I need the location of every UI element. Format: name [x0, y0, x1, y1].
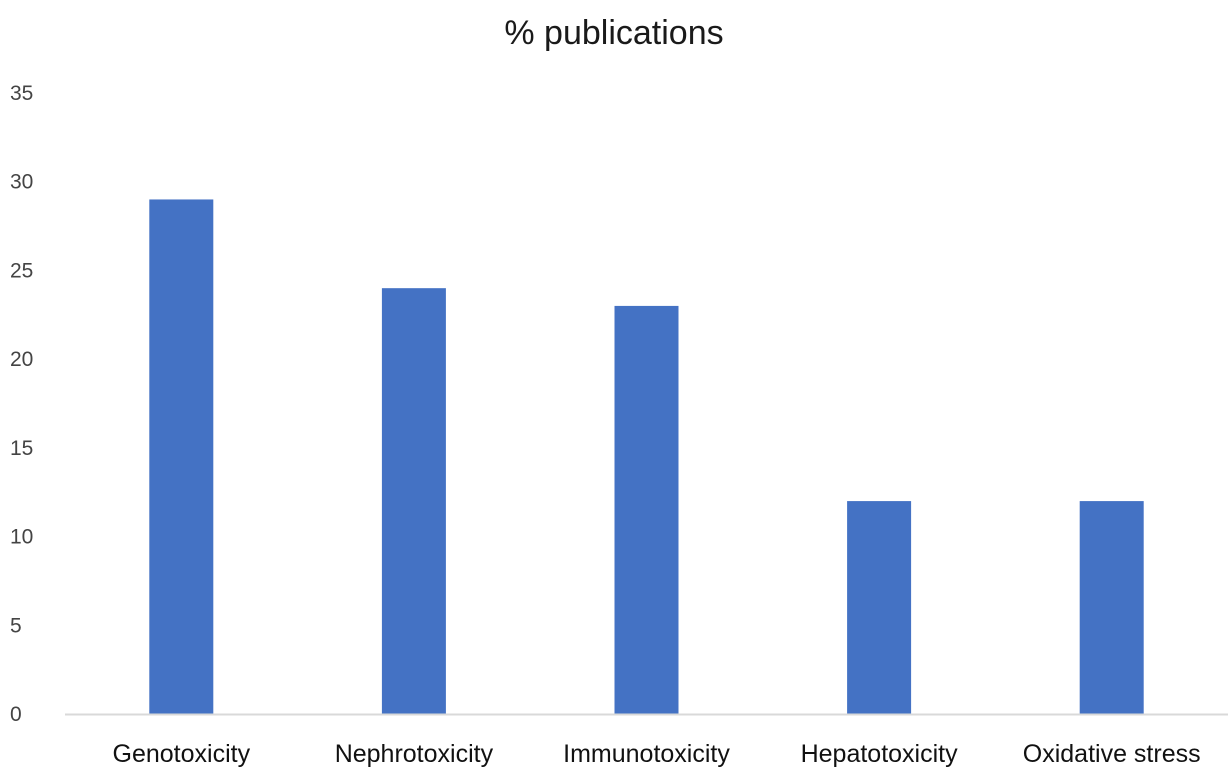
y-tick-label: 5	[10, 614, 22, 637]
x-tick-label: Immunotoxicity	[563, 740, 730, 768]
y-tick-label: 15	[10, 437, 33, 460]
y-tick-label: 20	[10, 348, 33, 371]
bar-hepatotoxicity	[847, 501, 912, 714]
x-tick-label: Hepatotoxicity	[801, 740, 959, 768]
y-tick-label: 25	[10, 259, 33, 282]
y-tick-label: 10	[10, 526, 33, 549]
x-tick-label: Oxidative stress	[1023, 740, 1201, 768]
x-tick-label: Genotoxicity	[113, 740, 251, 768]
y-tick-label: 0	[10, 703, 22, 726]
y-tick-label: 30	[10, 171, 33, 194]
x-tick-label: Nephrotoxicity	[335, 740, 494, 768]
bar-oxidative-stress	[1079, 501, 1144, 714]
bar-genotoxicity	[149, 199, 214, 714]
bar-immunotoxicity	[614, 305, 679, 714]
y-tick-label: 35	[10, 82, 33, 105]
chart-title: % publications	[504, 14, 724, 52]
bar-nephrotoxicity	[381, 288, 446, 714]
